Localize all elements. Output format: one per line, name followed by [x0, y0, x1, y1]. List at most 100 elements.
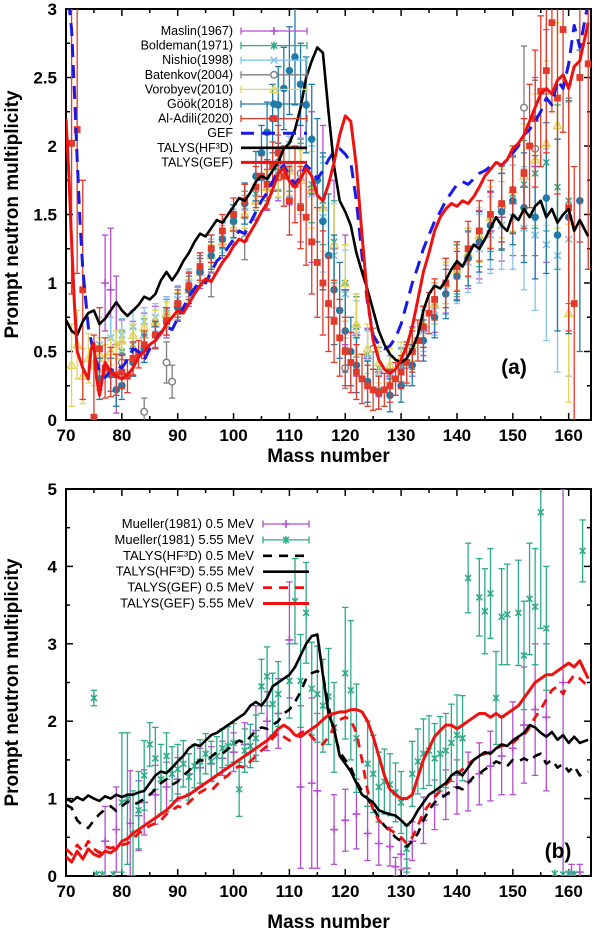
panel-b: 70 80 90 100 110 120 130 140 150 160 0 1 2 3 4 5 Mass nu…: [2, 480, 592, 933]
asterisk-marker: [347, 686, 355, 695]
legend-label: Batenkov(2004): [145, 68, 233, 82]
filled-square-marker: [280, 172, 288, 180]
legend-label: TALYS(HF³D): [157, 141, 233, 155]
open-circle-marker: [140, 407, 149, 416]
asterisk-marker: [570, 870, 578, 876]
asterisk-marker: [285, 676, 293, 685]
legend-label: TALYS(GEF): [161, 155, 233, 169]
filled-square-marker: [185, 282, 193, 290]
legend-item: TALYS(GEF) 5.55 MeV: [120, 596, 309, 611]
filled-square-marker: [341, 348, 349, 355]
filled-square-marker: [408, 348, 416, 355]
asterisk-marker: [230, 738, 238, 747]
asterisk-marker: [218, 744, 226, 753]
filled-square-marker: [425, 309, 433, 317]
filled-square-marker: [90, 413, 98, 420]
panel-a: 70 80 90 100 110 120 130 140 150 160 0 0.5 1 1.5 2 2.5 3…: [2, 0, 592, 467]
legend-label: Mueller(1981) 5.55 MeV: [115, 532, 255, 547]
triangle-marker: [116, 334, 128, 345]
filled-square-marker: [174, 300, 182, 307]
filled-square-marker: [369, 386, 377, 394]
plus-marker: [296, 782, 305, 791]
x-tick-label: 150: [499, 426, 527, 445]
model-line: [66, 46, 590, 364]
filled-square-marker: [68, 139, 75, 147]
filled-square-marker: [358, 375, 366, 383]
asterisk-marker: [146, 740, 154, 749]
filled-square-marker: [269, 163, 277, 170]
asterisk-marker: [319, 701, 327, 710]
filled-square-marker: [207, 245, 215, 253]
plus-marker: [475, 769, 484, 778]
plus-marker: [391, 862, 400, 871]
filled-square-marker: [498, 200, 506, 207]
asterisk-marker: [526, 594, 534, 603]
panel-corner-label: (a): [501, 356, 527, 379]
plot-area: [66, 489, 590, 876]
legend-label: TALYS(HF³D) 0.5 MeV: [123, 548, 254, 563]
legend-item: TALYS(GEF) 0.5 MeV: [127, 580, 309, 595]
filled-square-marker: [548, 19, 556, 27]
asterisk-marker: [263, 672, 271, 681]
x-tick-label: 120: [331, 426, 359, 445]
filled-square-marker: [464, 245, 472, 253]
asterisk-marker: [168, 769, 176, 778]
filled-square-marker: [487, 211, 494, 218]
y-tick-label: 2: [48, 137, 57, 156]
filled-square-marker: [302, 213, 310, 221]
asterisk-marker: [241, 746, 249, 755]
filled-square-marker: [554, 94, 561, 102]
plus-marker: [307, 779, 316, 788]
plus-marker: [519, 721, 528, 730]
asterisk-marker: [531, 602, 539, 611]
x-tick-label: 80: [112, 882, 131, 901]
plus-marker: [151, 790, 160, 799]
filled-square-marker: [509, 186, 517, 194]
y-axis-label: Prompt neutron multiplicity: [2, 90, 23, 338]
asterisk-marker: [537, 508, 545, 517]
filled-square-marker: [135, 350, 143, 358]
asterisk-marker: [151, 754, 159, 763]
legend-item: Al-Adili(2020): [158, 112, 308, 126]
legend-item: Vorobyev(2010): [145, 82, 308, 96]
plus-marker: [497, 752, 506, 761]
x-tick-label: 80: [112, 426, 131, 445]
x-tick-label: 160: [554, 882, 582, 901]
model-line: [66, 659, 590, 864]
x-axis-label: Mass number: [267, 446, 390, 467]
asterisk-marker: [185, 772, 193, 781]
asterisk-marker: [252, 734, 260, 743]
x-tick-label: 140: [443, 426, 471, 445]
y-tick-label: 4: [48, 557, 58, 576]
asterisk-marker: [565, 869, 573, 876]
asterisk-marker: [93, 870, 101, 876]
model-line: [66, 22, 590, 397]
filled-square-marker: [286, 197, 293, 205]
filled-square-marker: [230, 211, 237, 218]
asterisk-marker: [202, 749, 210, 758]
y-axis-label: Prompt neutron multiplicity: [2, 558, 23, 806]
asterisk-marker: [235, 785, 243, 794]
asterisk-marker: [464, 574, 472, 583]
legend-label: TALYS(HF³D) 5.55 MeV: [116, 564, 255, 579]
asterisk-marker: [453, 731, 461, 740]
x-tick-label: 110: [276, 882, 303, 901]
plus-marker: [531, 705, 540, 714]
asterisk-marker: [282, 535, 290, 544]
plus-marker: [330, 825, 339, 834]
triangle-marker: [127, 329, 139, 339]
asterisk-marker: [447, 738, 455, 747]
y-tick-label: 0: [48, 867, 57, 886]
asterisk-marker: [369, 769, 377, 778]
x-tick-label: 90: [168, 426, 187, 445]
plus-marker: [112, 825, 121, 834]
filled-circle-marker: [291, 53, 299, 61]
triangle-marker: [384, 359, 396, 370]
asterisk-marker: [98, 870, 106, 876]
plus-marker: [374, 839, 383, 848]
filled-square-marker: [140, 341, 148, 349]
legend-item: TALYS(HF³D): [157, 141, 307, 155]
